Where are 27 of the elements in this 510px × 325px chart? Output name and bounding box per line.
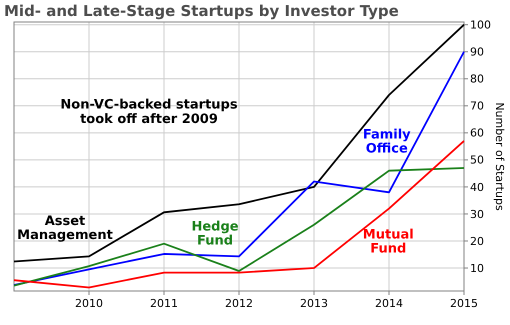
series-label: Asset Management bbox=[17, 214, 113, 244]
y-tick-label: 60 bbox=[470, 126, 484, 140]
y-tick-label: 20 bbox=[470, 234, 484, 248]
line-series bbox=[13, 50, 465, 286]
line-series bbox=[13, 140, 465, 288]
y-tick-label: 70 bbox=[470, 100, 484, 113]
y-tick-label: 100 bbox=[470, 18, 491, 32]
y-tick-label: 50 bbox=[470, 154, 484, 167]
x-tick-label: 2015 bbox=[450, 297, 478, 310]
series-label: Mutual Fund bbox=[362, 227, 414, 257]
y-tick-label: 90 bbox=[470, 46, 484, 59]
line-series bbox=[13, 24, 465, 262]
y-tick-label: 80 bbox=[470, 72, 484, 86]
y-axis-title: Number of Startups bbox=[493, 102, 506, 211]
series-label: Family Office bbox=[362, 127, 412, 157]
chart-title: Mid- and Late-Stage Startups by Investor Type bbox=[4, 2, 399, 20]
x-tick-label: 2014 bbox=[375, 297, 403, 310]
x-tick-label: 2011 bbox=[150, 297, 178, 310]
x-tick-label: 2013 bbox=[300, 297, 328, 310]
line-series bbox=[13, 167, 465, 286]
x-tick-label: 2010 bbox=[75, 297, 103, 310]
y-tick-label: 10 bbox=[470, 262, 484, 275]
annotation: Non-VC-backed startups took off after 2009 bbox=[60, 98, 238, 127]
x-tick-label: 2012 bbox=[225, 297, 253, 310]
y-tick-label: 40 bbox=[470, 180, 484, 194]
y-tick-label: 30 bbox=[470, 208, 484, 221]
series-label: Hedge Fund bbox=[191, 219, 239, 249]
